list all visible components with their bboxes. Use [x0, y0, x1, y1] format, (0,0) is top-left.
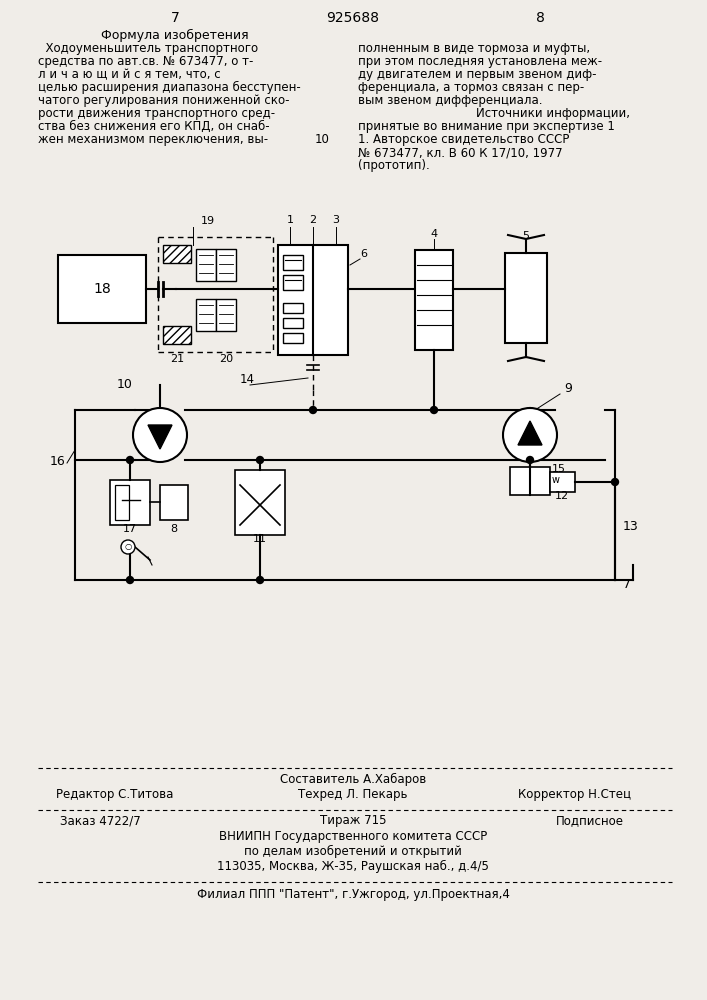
Bar: [283, 318, 303, 328]
Text: Редактор С.Титова: Редактор С.Титова: [57, 788, 174, 801]
Text: 8: 8: [536, 11, 544, 25]
Bar: [163, 245, 191, 263]
Bar: [58, 255, 146, 323]
Text: 13: 13: [623, 520, 638, 533]
Circle shape: [121, 540, 135, 554]
Polygon shape: [148, 425, 172, 449]
Text: чатого регулирования пониженной ско-: чатого регулирования пониженной ско-: [38, 94, 289, 107]
Bar: [235, 470, 285, 535]
Text: 113035, Москва, Ж-35, Раушская наб., д.4/5: 113035, Москва, Ж-35, Раушская наб., д.4…: [217, 860, 489, 873]
Circle shape: [612, 479, 619, 486]
Text: ства без снижения его КПД, он снаб-: ства без снижения его КПД, он снаб-: [38, 120, 269, 133]
Text: вым звеном дифференциала.: вым звеном дифференциала.: [358, 94, 542, 107]
Text: 11: 11: [253, 534, 267, 544]
Text: Тираж 715: Тираж 715: [320, 814, 386, 827]
Circle shape: [257, 456, 264, 464]
Text: полненным в виде тормоза и муфты,: полненным в виде тормоза и муфты,: [358, 42, 590, 55]
Text: 6: 6: [360, 249, 367, 259]
Text: Заказ 4722/7: Заказ 4722/7: [59, 814, 141, 827]
Bar: [163, 326, 191, 344]
Circle shape: [127, 456, 134, 464]
Text: жен механизмом переключения, вы-: жен механизмом переключения, вы-: [38, 133, 268, 146]
Text: Источники информации,: Источники информации,: [476, 107, 630, 120]
Bar: [283, 275, 303, 290]
Bar: [510, 467, 550, 495]
Text: 7: 7: [623, 578, 631, 591]
Circle shape: [127, 576, 134, 584]
Text: 1. Авторское свидетельство СССР: 1. Авторское свидетельство СССР: [358, 133, 569, 146]
Circle shape: [133, 408, 187, 462]
Text: 8: 8: [170, 524, 177, 534]
Text: средства по авт.св. № 673477, о т-: средства по авт.св. № 673477, о т-: [38, 55, 253, 68]
Text: Корректор Н.Стец: Корректор Н.Стец: [518, 788, 631, 801]
Bar: [505, 253, 547, 343]
Text: при этом последняя установлена меж-: при этом последняя установлена меж-: [358, 55, 602, 68]
Circle shape: [310, 406, 317, 414]
Text: 14: 14: [240, 373, 255, 386]
Bar: [283, 333, 303, 343]
Circle shape: [257, 576, 264, 584]
Bar: [115, 485, 129, 520]
Text: 4: 4: [431, 229, 438, 239]
Text: 7: 7: [170, 11, 180, 25]
Circle shape: [431, 406, 438, 414]
Text: Составитель А.Хабаров: Составитель А.Хабаров: [280, 773, 426, 786]
Bar: [196, 249, 216, 281]
Text: 17: 17: [123, 524, 137, 534]
Text: 16: 16: [49, 455, 65, 468]
Polygon shape: [518, 421, 542, 445]
Text: ВНИИПН Государственного комитета СССР: ВНИИПН Государственного комитета СССР: [219, 830, 487, 843]
Text: ференциала, а тормоз связан с пер-: ференциала, а тормоз связан с пер-: [358, 81, 584, 94]
Text: рости движения транспортного сред-: рости движения транспортного сред-: [38, 107, 275, 120]
Text: принятые во внимание при экспертизе 1: принятые во внимание при экспертизе 1: [358, 120, 615, 133]
Text: ○: ○: [124, 542, 132, 552]
Text: 10: 10: [117, 378, 133, 391]
Text: 1: 1: [286, 215, 293, 225]
Text: 20: 20: [219, 354, 233, 364]
Bar: [160, 485, 188, 520]
Text: 2: 2: [310, 215, 317, 225]
Text: № 673477, кл. В 60 К 17/10, 1977: № 673477, кл. В 60 К 17/10, 1977: [358, 146, 563, 159]
Bar: [283, 255, 303, 270]
Bar: [216, 249, 236, 281]
Text: Подписное: Подписное: [556, 814, 624, 827]
Text: целью расширения диапазона бесступен-: целью расширения диапазона бесступен-: [38, 81, 300, 94]
Bar: [110, 480, 150, 525]
Text: 925688: 925688: [327, 11, 380, 25]
Text: л и ч а ю щ и й с я тем, что, с: л и ч а ю щ и й с я тем, что, с: [38, 68, 221, 81]
Text: 19: 19: [201, 216, 215, 226]
Text: Филиал ППП "Патент", г.Ужгород, ул.Проектная,4: Филиал ППП "Патент", г.Ужгород, ул.Проек…: [197, 888, 510, 901]
Text: 21: 21: [170, 354, 184, 364]
Bar: [196, 299, 216, 331]
Text: по делам изобретений и открытий: по делам изобретений и открытий: [244, 845, 462, 858]
Text: 15: 15: [552, 464, 566, 474]
Text: 12: 12: [555, 491, 569, 501]
Text: ду двигателем и первым звеном диф-: ду двигателем и первым звеном диф-: [358, 68, 597, 81]
Bar: [278, 245, 348, 355]
Text: 5: 5: [522, 231, 530, 241]
Text: Ходоуменьшитель транспортного: Ходоуменьшитель транспортного: [38, 42, 258, 55]
Text: 3: 3: [332, 215, 339, 225]
Bar: [550, 472, 575, 492]
Text: w: w: [552, 475, 560, 485]
Text: (прототип).: (прототип).: [358, 159, 430, 172]
Bar: [216, 299, 236, 331]
Bar: [283, 303, 303, 313]
Text: Техред Л. Пекарь: Техред Л. Пекарь: [298, 788, 408, 801]
Text: 18: 18: [93, 282, 111, 296]
Circle shape: [527, 456, 534, 464]
Circle shape: [503, 408, 557, 462]
Text: 9: 9: [564, 382, 572, 395]
Bar: [415, 250, 453, 350]
Text: 10: 10: [315, 133, 330, 146]
Text: Формула изобретения: Формула изобретения: [101, 29, 249, 42]
